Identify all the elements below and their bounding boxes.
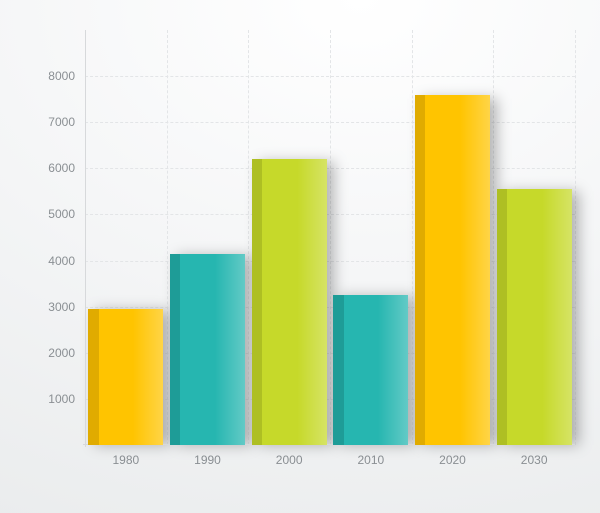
x-tick-label: 1990 bbox=[194, 445, 221, 467]
y-tick-label: 1000 bbox=[48, 392, 85, 406]
bar bbox=[252, 159, 327, 445]
bar-face bbox=[507, 189, 572, 445]
y-tick-label: 3000 bbox=[48, 300, 85, 314]
x-tick-label: 1980 bbox=[112, 445, 139, 467]
bar-chart: 1000 2000 3000 4000 5000 6000 7000 8000 1980 199… bbox=[0, 0, 600, 513]
bar bbox=[415, 95, 490, 445]
x-tick-label: 2010 bbox=[357, 445, 384, 467]
bar-side bbox=[170, 254, 181, 445]
bar-side bbox=[252, 159, 263, 445]
x-tick-label: 2020 bbox=[439, 445, 466, 467]
bar-face bbox=[262, 159, 327, 445]
bar bbox=[170, 254, 245, 445]
bar-side bbox=[333, 295, 344, 445]
y-tick-label: 8000 bbox=[48, 69, 85, 83]
bar-face bbox=[180, 254, 245, 445]
bar-face bbox=[425, 95, 490, 445]
bar bbox=[88, 309, 163, 445]
y-axis bbox=[85, 30, 86, 447]
y-tick-label: 7000 bbox=[48, 115, 85, 129]
bar bbox=[333, 295, 408, 445]
y-tick-label: 4000 bbox=[48, 254, 85, 268]
x-tick-label: 2030 bbox=[521, 445, 548, 467]
y-tick-label: 6000 bbox=[48, 161, 85, 175]
y-tick-label: 2000 bbox=[48, 346, 85, 360]
bar-face bbox=[344, 295, 409, 445]
bar-face bbox=[99, 309, 164, 445]
plot-area: 10002000300040005000600070008000 1980199… bbox=[85, 30, 575, 445]
bar bbox=[497, 189, 572, 445]
x-tick-label: 2000 bbox=[276, 445, 303, 467]
bar-side bbox=[88, 309, 99, 445]
y-tick-label: 5000 bbox=[48, 207, 85, 221]
bar-side bbox=[415, 95, 426, 445]
bar-side bbox=[497, 189, 508, 445]
